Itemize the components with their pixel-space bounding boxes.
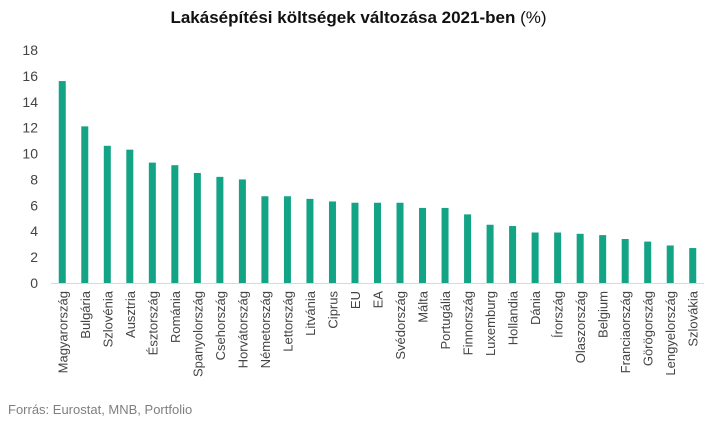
x-tick-label: Bulgária	[78, 290, 93, 338]
x-tick-label: Horvátország	[235, 291, 250, 368]
x-tick-label: Franciaország	[618, 291, 633, 373]
y-axis: 0 2 4 6 8 10 12 14 16 18	[22, 42, 38, 291]
x-tick-label: Finnország	[461, 291, 476, 355]
x-tick-label: EU	[348, 291, 363, 309]
bar	[531, 232, 539, 283]
x-tick-label: Málta	[416, 290, 431, 323]
chart-title-unit: (%)	[520, 8, 547, 27]
x-tick-label: Ciprus	[325, 291, 340, 329]
x-tick-label: Észtország	[145, 291, 160, 355]
bar	[148, 162, 156, 283]
bar	[486, 224, 494, 283]
x-tick-label: Görögország	[641, 291, 656, 366]
x-tick-label: Litvánia	[303, 290, 318, 336]
bar	[689, 248, 697, 283]
chart-title-text: Lakásépítési költségek változása 2021-be…	[170, 8, 516, 27]
bar	[81, 126, 89, 284]
bar	[238, 179, 246, 283]
y-tick-label: 16	[22, 68, 38, 84]
x-tick-label: Belgium	[596, 291, 611, 338]
x-tick-label: Portugália	[438, 290, 453, 349]
bar	[58, 81, 66, 283]
source-note: Forrás: Eurostat, MNB, Portfolio	[8, 402, 193, 417]
x-tick-label: Ausztria	[123, 290, 138, 338]
bar	[599, 235, 607, 283]
bar	[328, 201, 336, 283]
x-tick-label: Dánia	[528, 290, 543, 325]
y-tick-label: 10	[22, 146, 38, 162]
y-tick-label: 8	[30, 171, 38, 187]
x-axis-labels: Magyarország Bulgária Szlovénia Ausztria Ész…	[55, 290, 700, 377]
x-tick-label: Olaszország	[573, 291, 588, 363]
bar	[554, 232, 562, 283]
bar	[419, 207, 427, 283]
bar	[621, 238, 629, 283]
x-tick-label: Hollandia	[506, 290, 521, 345]
x-tick-label: Lengyelország	[663, 291, 678, 376]
bar	[126, 149, 134, 283]
bar	[576, 233, 584, 283]
y-tick-label: 2	[30, 249, 38, 265]
bar	[351, 202, 359, 283]
bar-chart: 0 2 4 6 8 10 12 14 16 18 Magyarország Bulgária Szlo…	[22, 42, 704, 377]
y-tick-label: 12	[22, 120, 38, 136]
x-tick-label: Luxemburg	[483, 291, 498, 356]
bar	[306, 198, 314, 283]
y-tick-label: 4	[30, 223, 38, 239]
x-tick-label: Románia	[168, 290, 183, 343]
y-tick-label: 18	[22, 42, 38, 58]
y-tick-label: 14	[22, 94, 38, 110]
bar	[374, 202, 381, 283]
bars	[58, 81, 697, 284]
bar	[464, 214, 472, 283]
x-tick-label: Németország	[258, 291, 273, 368]
bar	[441, 207, 449, 283]
x-tick-label: EA	[371, 291, 386, 309]
bar	[283, 196, 291, 283]
x-tick-label: Svédország	[393, 291, 408, 360]
y-tick-label: 6	[30, 197, 38, 213]
x-tick-label: Magyarország	[55, 291, 70, 373]
bar	[509, 226, 517, 283]
bar	[666, 245, 674, 283]
y-tick-label: 0	[30, 275, 38, 291]
bar	[644, 241, 652, 283]
bar	[261, 196, 269, 283]
bar	[171, 165, 179, 283]
x-tick-label: Spanyolország	[190, 291, 205, 377]
bar	[193, 172, 201, 283]
bar	[216, 176, 224, 283]
x-tick-label: Lettország	[280, 291, 295, 352]
x-tick-label: Csehország	[213, 291, 228, 360]
x-tick-label: Szlovákia	[686, 290, 701, 346]
chart-title: Lakásépítési költségek változása 2021-be…	[0, 8, 717, 28]
x-tick-label: Szlovénia	[100, 290, 115, 347]
x-tick-label: Írország	[551, 291, 566, 338]
bar	[103, 145, 111, 283]
bar	[396, 202, 404, 283]
